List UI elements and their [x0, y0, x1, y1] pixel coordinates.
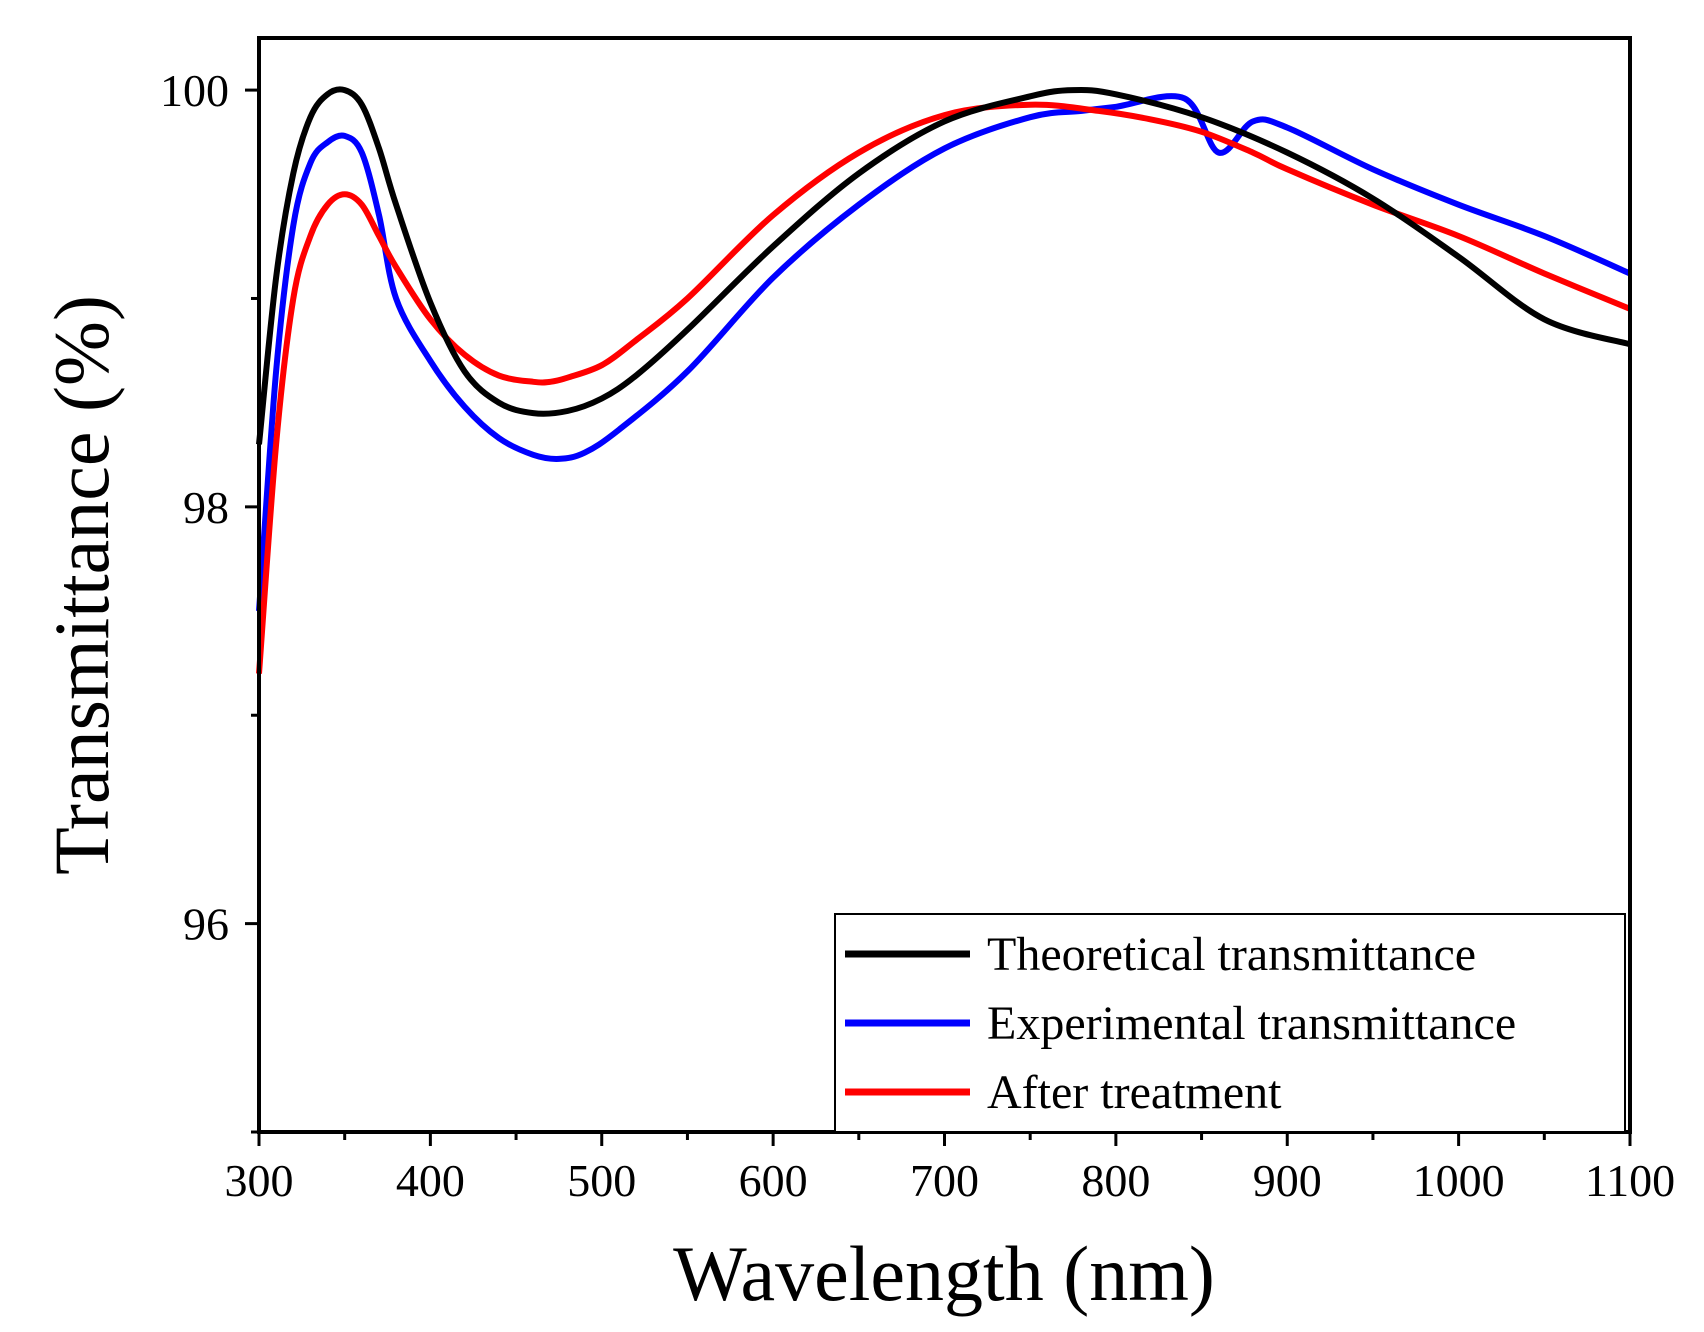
legend-label-experimental: Experimental transmittance — [987, 997, 1516, 1050]
x-tick-label: 1100 — [1585, 1155, 1675, 1206]
legend-label-after-treatment: After treatment — [987, 1066, 1282, 1119]
series-line-theoretical-transmittance — [256, 86, 1631, 445]
x-tick-label: 500 — [567, 1155, 636, 1206]
x-tick-label: 700 — [910, 1155, 979, 1206]
legend-label-theoretical: Theoretical transmittance — [987, 928, 1476, 981]
x-axis-title: Wavelength (nm) — [673, 1230, 1215, 1317]
y-axis-title: Transmittance (%) — [38, 295, 125, 875]
x-tick-label: 300 — [225, 1155, 294, 1206]
legend: Theoretical transmittance Experimental t… — [834, 913, 1626, 1133]
series-line-after-treatment — [256, 101, 1632, 674]
y-tick-label: 100 — [160, 65, 229, 116]
x-tick-label: 1000 — [1413, 1155, 1505, 1206]
x-tick-label: 900 — [1253, 1155, 1322, 1206]
series-line-experimental-transmittance — [256, 93, 1632, 612]
ticks-layer: 300 400 500 600 700 800 900 1000 1100 96 98 100 — [160, 65, 1675, 1206]
x-tick-label: 800 — [1081, 1155, 1150, 1206]
y-tick-label: 96 — [183, 899, 229, 950]
series-layer — [256, 86, 1632, 674]
y-tick-label: 98 — [183, 482, 229, 533]
x-tick-label: 400 — [396, 1155, 465, 1206]
x-tick-label: 600 — [739, 1155, 808, 1206]
